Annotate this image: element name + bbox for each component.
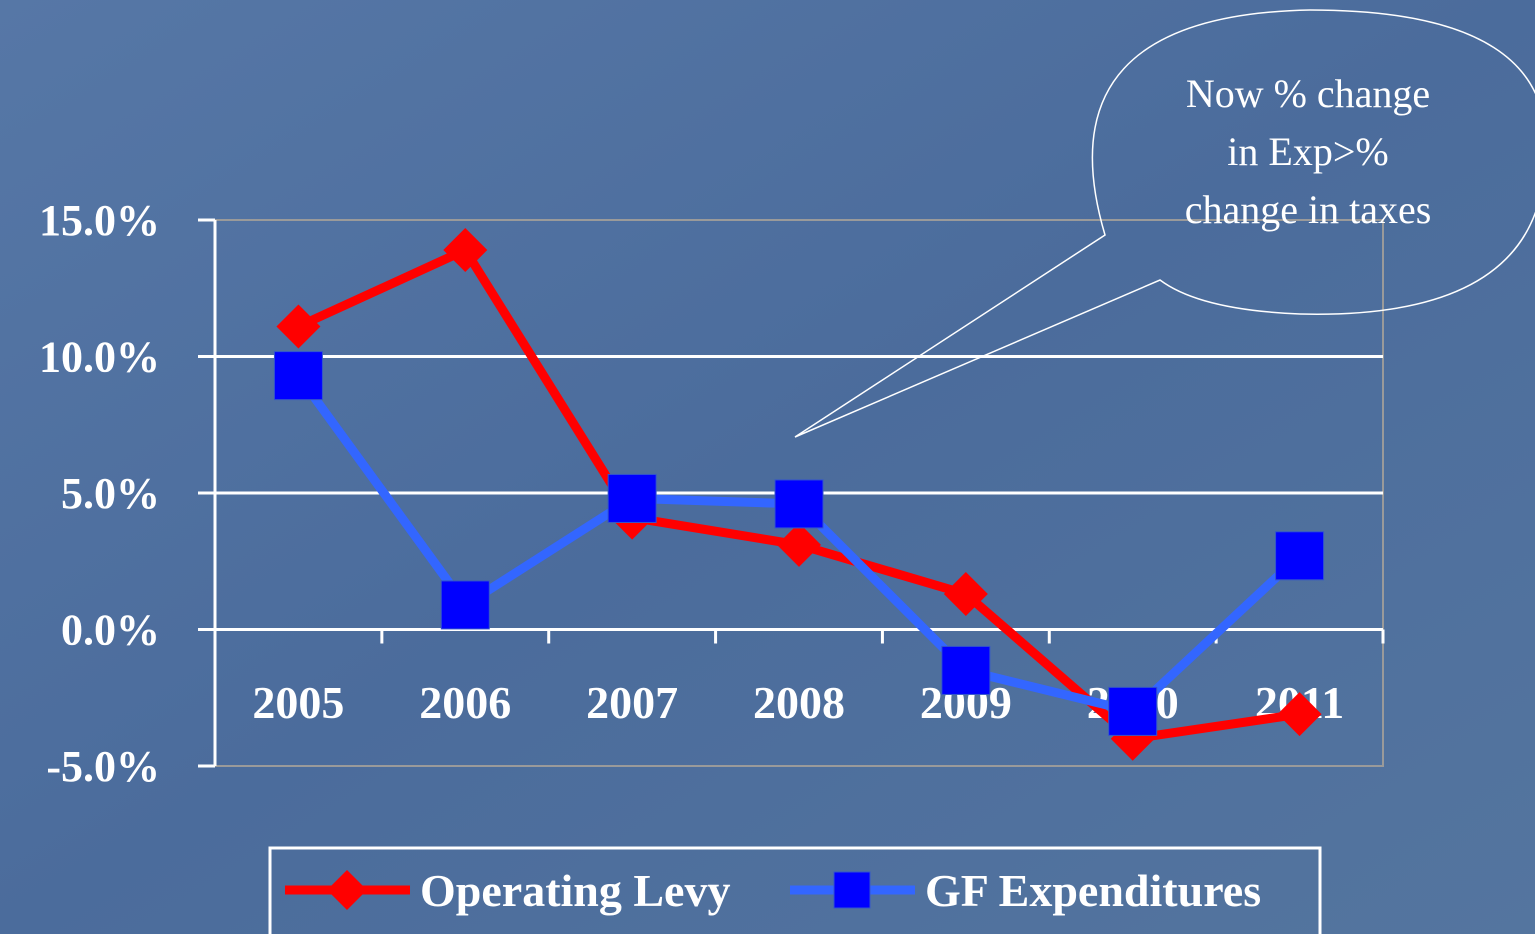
x-tick-label: 2007 [586, 677, 678, 728]
point [607, 473, 657, 523]
y-tick-label: 5.0% [61, 469, 160, 518]
point [443, 228, 488, 273]
x-tick-label: 2006 [419, 677, 511, 728]
annotation-text: change in taxes [1185, 187, 1432, 232]
legend-label: GF Expenditures [925, 865, 1261, 916]
point [276, 304, 321, 349]
point [1275, 531, 1325, 581]
point [1277, 692, 1322, 737]
y-tick-label: 0.0% [61, 606, 160, 655]
x-tick-label: 2005 [252, 677, 344, 728]
legend-label: Operating Levy [420, 865, 730, 916]
point [273, 351, 323, 401]
callout-bubble [794, 9, 1535, 438]
annotation-text: in Exp>% [1227, 129, 1388, 174]
legend-marker [327, 870, 367, 910]
point [440, 580, 490, 630]
point [943, 572, 988, 617]
legend-box [268, 846, 1322, 934]
legend-marker [833, 871, 871, 909]
point [774, 479, 824, 529]
x-tick-label: 2008 [753, 677, 845, 728]
point [1108, 686, 1158, 736]
point [777, 522, 821, 567]
point [941, 645, 991, 695]
y-tick-label: -5.0% [46, 742, 160, 791]
annotation-text: Now % change [1186, 71, 1430, 116]
callout: Now % change in Exp>% change in taxes [794, 9, 1535, 438]
y-tick-label: 10.0% [39, 333, 160, 382]
y-tick-label: 15.0% [39, 196, 160, 245]
